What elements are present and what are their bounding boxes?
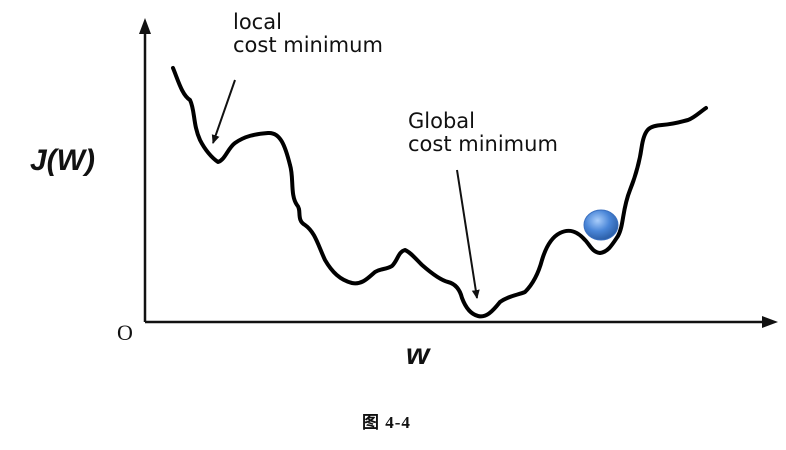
local-minimum-label-line1: local: [233, 10, 282, 34]
global-minimum-label-line2: cost minimum: [408, 132, 558, 157]
origin-label: O: [117, 320, 133, 345]
local-minimum-label: local cost minimum: [233, 10, 383, 58]
y-axis-arrowhead: [139, 18, 151, 34]
figure-caption: 图 4-4: [362, 413, 411, 432]
y-axis-label: J(W): [30, 144, 95, 177]
global-minimum-label-line1: Global: [408, 109, 475, 133]
local-minimum-arrow: [211, 79, 236, 144]
global-minimum-label: Global cost minimum: [408, 109, 558, 157]
global-minimum-arrow: [456, 169, 480, 299]
local-minimum-label-line2: cost minimum: [233, 33, 383, 58]
ball-marker: [583, 209, 619, 241]
cost-curve: [171, 66, 708, 319]
x-axis-arrowhead: [762, 316, 778, 328]
x-axis-label: w: [406, 338, 430, 371]
